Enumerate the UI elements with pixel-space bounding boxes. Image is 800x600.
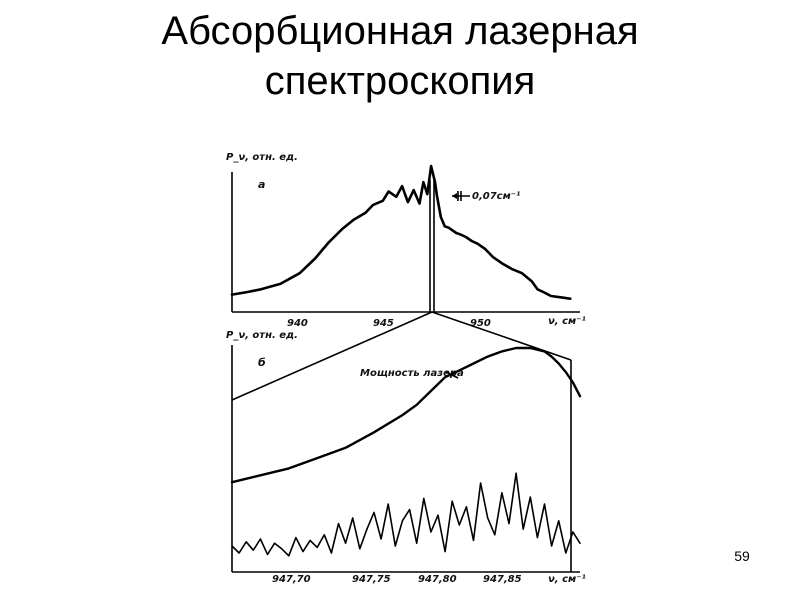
- panel-b: P_ν, отн. ед. б Мощность лазера ν, см⁻¹ …: [226, 330, 586, 585]
- panel-a-tick-label: 950: [470, 318, 491, 329]
- panel-b-tick-label: 947,70: [272, 574, 311, 585]
- absorption-spectrum-line: [231, 472, 581, 557]
- slide-title-line-2: спектроскопия: [264, 59, 536, 103]
- panel-b-xlabel: ν, см⁻¹: [548, 574, 586, 585]
- linewidth-annotation: 0,07см⁻¹: [472, 191, 520, 202]
- page-number: 59: [734, 548, 750, 564]
- panel-a-spectrum-line: [230, 164, 572, 300]
- panel-b-tick-label: 947,85: [483, 574, 522, 585]
- slide-title-line-1: Абсорбционная лазерная: [161, 9, 639, 53]
- linewidth-marker: [452, 191, 470, 201]
- panel-b-tick-label: 947,80: [418, 574, 457, 585]
- slide-title: Абсорбционная лазерная спектроскопия: [0, 6, 800, 106]
- panel-a-tick-label: 945: [373, 318, 394, 329]
- panel-a: P_ν, отн. ед. а ν, см⁻¹ 940 945 950 0,07…: [226, 152, 586, 329]
- panel-a-ylabel: P_ν, отн. ед.: [226, 152, 298, 163]
- panel-a-tick-label: 940: [287, 318, 308, 329]
- panel-a-label: а: [258, 178, 265, 191]
- zoom-connector-right: [431, 311, 572, 361]
- panel-b-ylabel: P_ν, отн. ед.: [226, 330, 298, 341]
- laser-power-line: [230, 346, 582, 484]
- zoom-connector-left: [231, 311, 433, 401]
- panel-b-tick-label: 947,75: [352, 574, 391, 585]
- panel-a-xlabel: ν, см⁻¹: [548, 316, 586, 327]
- panel-b-label: б: [258, 356, 266, 369]
- panel-b-series-label: Мощность лазера: [360, 368, 464, 379]
